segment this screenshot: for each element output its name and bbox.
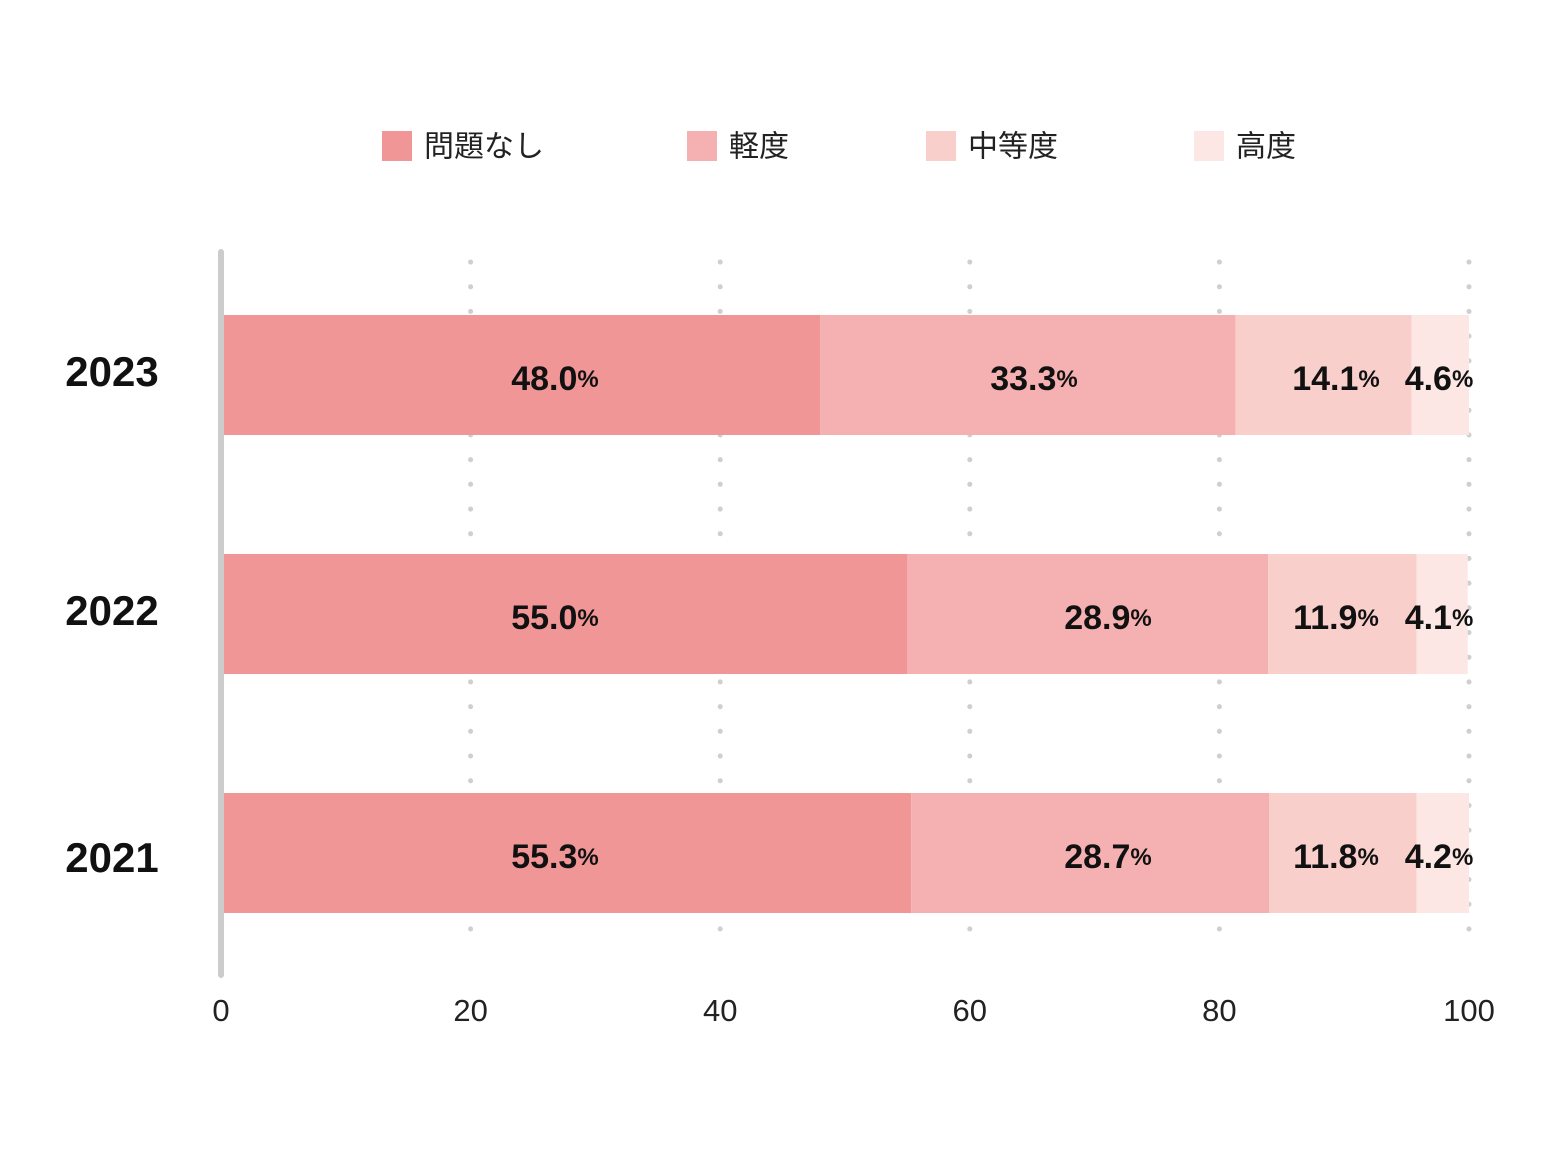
data-label-2021-3: 4.2%	[1405, 838, 1474, 876]
data-label-2022-3: 4.1%	[1405, 599, 1474, 637]
data-label-2022-2: 11.9%	[1293, 599, 1379, 637]
legend-label-2: 中等度	[968, 130, 1058, 165]
tick-label-20: 20	[453, 993, 487, 1028]
legend-swatch-3	[1194, 131, 1224, 161]
bar-segment-2021-2	[1269, 793, 1417, 913]
data-label-2022-1: 28.9%	[1064, 599, 1152, 637]
legend-swatch-1	[687, 131, 717, 161]
bar-segment-2023-2	[1235, 315, 1412, 435]
legend-swatch-0	[382, 131, 412, 161]
tick-label-0: 0	[212, 993, 229, 1028]
category-label-2023: 2023	[65, 348, 158, 395]
tick-label-80: 80	[1202, 993, 1236, 1028]
data-label-2021-2: 11.8%	[1293, 838, 1379, 876]
bar-segment-2023-3	[1411, 315, 1469, 435]
category-labels: 2023 2022 2021	[65, 348, 158, 881]
data-label-2021-0: 55.3%	[511, 838, 599, 876]
data-label-2023-3: 4.6%	[1405, 360, 1474, 398]
legend-label-0: 問題なし	[424, 130, 544, 165]
bar-segment-2022-0	[221, 554, 908, 674]
legend-swatch-2	[926, 131, 956, 161]
data-label-2023-0: 48.0%	[511, 360, 599, 398]
value-axis: 0 20 40 60 80 100	[212, 249, 1495, 1028]
bar-segment-2023-1	[820, 315, 1236, 435]
bar-segment-2021-3	[1416, 793, 1469, 913]
category-label-2022: 2022	[65, 587, 158, 634]
bar-segment-2022-1	[907, 554, 1269, 674]
legend-label-3: 高度	[1236, 130, 1296, 165]
tick-label-60: 60	[953, 993, 987, 1028]
data-label-2021-1: 28.7%	[1064, 838, 1152, 876]
category-label-2021: 2021	[65, 834, 158, 881]
bar-segment-2021-0	[221, 793, 912, 913]
tick-label-40: 40	[703, 993, 737, 1028]
data-label-2023-1: 33.3%	[990, 360, 1078, 398]
bar-segment-2023-0	[221, 315, 821, 435]
data-label-2023-2: 14.1%	[1292, 360, 1380, 398]
data-label-2022-0: 55.0%	[511, 599, 599, 637]
bar-segment-2022-2	[1268, 554, 1417, 674]
bar-segment-2021-1	[911, 793, 1270, 913]
tick-label-100: 100	[1443, 993, 1495, 1028]
bar-segment-2022-3	[1416, 554, 1468, 674]
legend: 問題なし 軽度 中等度 高度	[382, 130, 1296, 165]
bars: 48.0% 33.3% 14.1% 4.6% 55.0% 28.9% 11.9% 4.1% 55…	[221, 315, 1473, 913]
legend-label-1: 軽度	[729, 130, 789, 165]
